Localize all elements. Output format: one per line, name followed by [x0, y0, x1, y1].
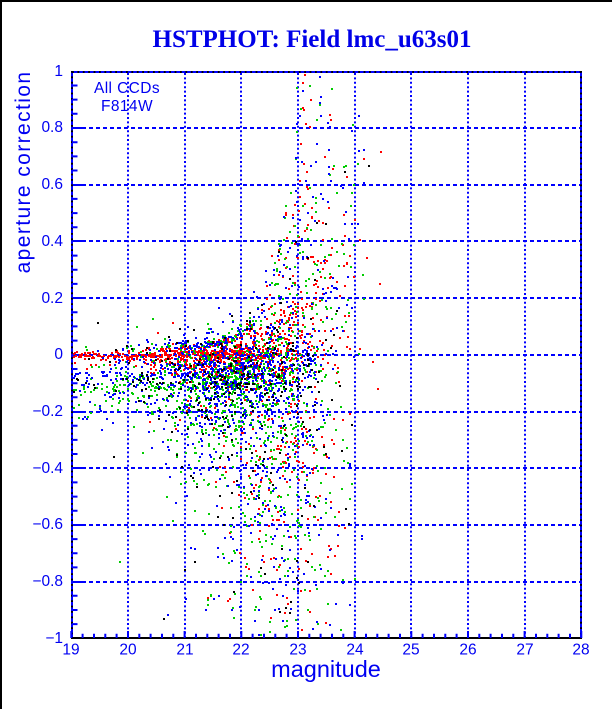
- svg-text:26: 26: [459, 642, 476, 659]
- svg-text:23: 23: [289, 642, 306, 659]
- svg-text:0.2: 0.2: [41, 290, 63, 307]
- svg-text:−0.4: −0.4: [32, 460, 63, 477]
- svg-text:All CCDs: All CCDs: [94, 80, 160, 97]
- svg-text:aperture correction: aperture correction: [12, 71, 35, 274]
- svg-text:0: 0: [54, 346, 63, 363]
- svg-text:24: 24: [346, 642, 364, 659]
- svg-text:25: 25: [402, 642, 419, 659]
- svg-text:0.4: 0.4: [41, 233, 63, 250]
- svg-text:−1: −1: [45, 630, 63, 647]
- svg-text:27: 27: [516, 642, 533, 659]
- svg-text:−0.8: −0.8: [32, 573, 63, 590]
- svg-text:−0.2: −0.2: [32, 403, 63, 420]
- svg-text:28: 28: [572, 642, 589, 659]
- svg-text:20: 20: [119, 642, 137, 659]
- svg-text:−0.6: −0.6: [32, 516, 63, 533]
- svg-text:0.8: 0.8: [41, 119, 63, 136]
- svg-text:HSTPHOT: Field lmc_u63s01: HSTPHOT: Field lmc_u63s01: [153, 26, 472, 53]
- svg-text:19: 19: [62, 642, 79, 659]
- svg-text:1: 1: [54, 63, 63, 80]
- svg-text:0.6: 0.6: [41, 176, 63, 193]
- svg-text:magnitude: magnitude: [271, 656, 381, 682]
- svg-text:21: 21: [176, 642, 193, 659]
- svg-text:F814W: F814W: [101, 98, 153, 115]
- svg-text:22: 22: [232, 642, 249, 659]
